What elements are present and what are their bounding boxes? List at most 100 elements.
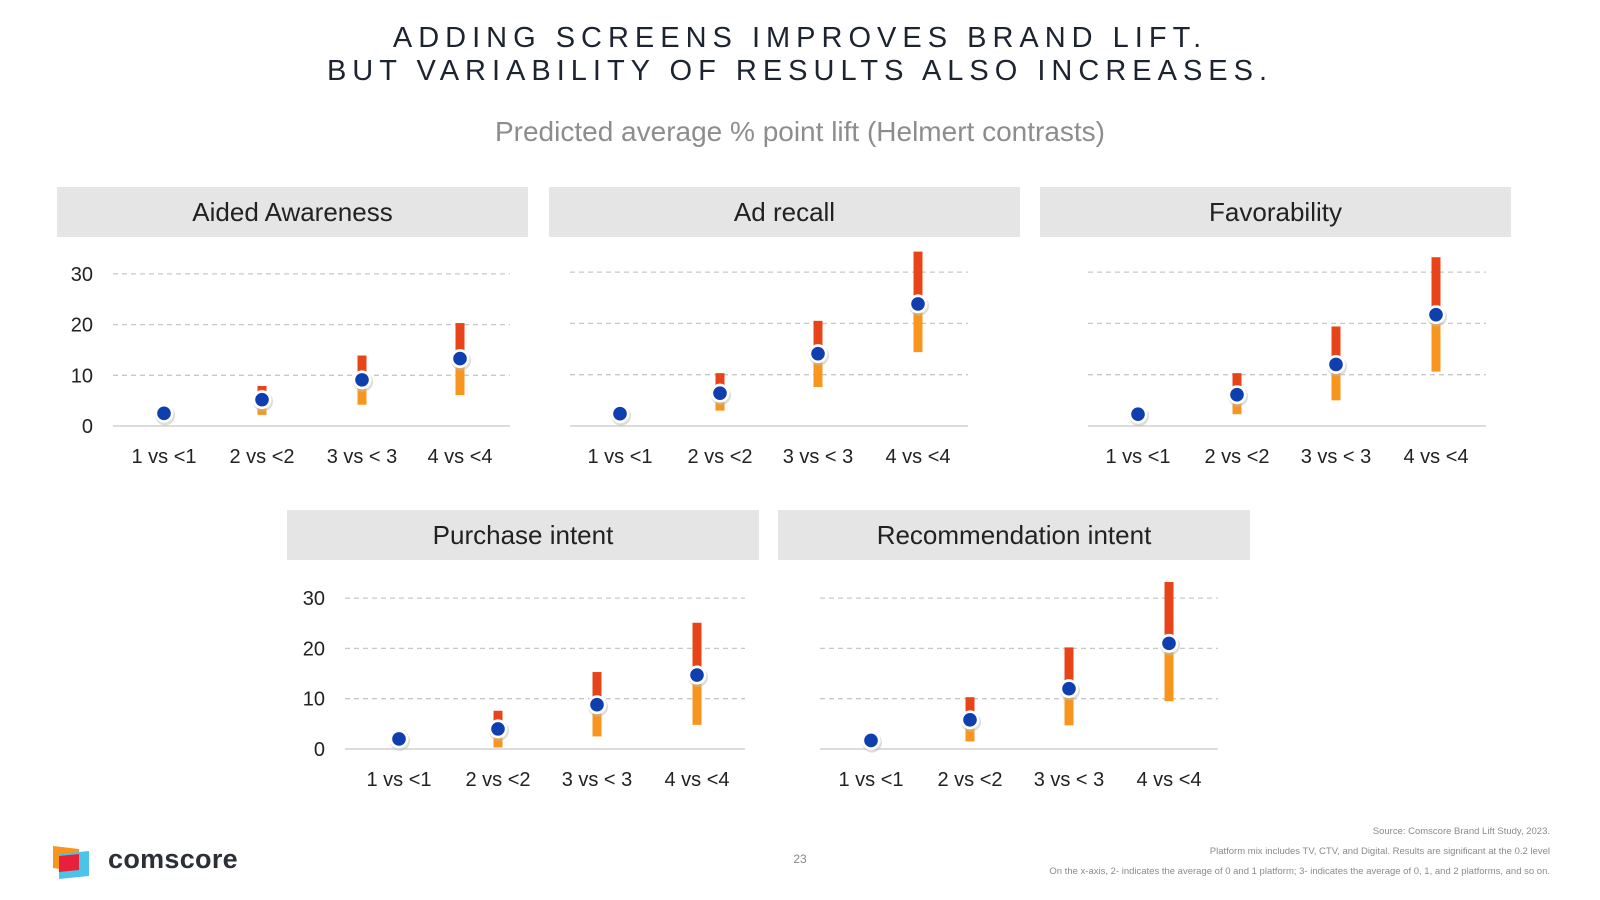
data-point bbox=[255, 392, 269, 407]
data-point bbox=[963, 713, 977, 727]
x-tick-label: 1 vs <1 bbox=[1105, 446, 1170, 468]
point-ring bbox=[1128, 404, 1148, 424]
point-shadow bbox=[588, 696, 608, 717]
y-tick-label: 20 bbox=[303, 638, 325, 660]
data-point bbox=[690, 668, 704, 682]
interval-bar bbox=[1064, 647, 1074, 726]
point-shadow bbox=[688, 667, 708, 688]
title-line-1: ADDING SCREENS IMPROVES BRAND LIFT. bbox=[392, 22, 1208, 54]
point-ring bbox=[1159, 633, 1179, 653]
x-tick-label: 4 vs <4 bbox=[427, 446, 492, 468]
x-tick-label: 2 vs <2 bbox=[465, 769, 530, 791]
y-tick-label: 10 bbox=[303, 689, 325, 711]
interval-bar bbox=[965, 697, 975, 742]
interval-bar bbox=[1232, 373, 1242, 415]
page-number: 23 bbox=[793, 852, 807, 866]
point-ring bbox=[1426, 305, 1446, 325]
point-ring bbox=[710, 383, 730, 403]
point-shadow bbox=[390, 730, 410, 751]
point-shadow bbox=[1060, 680, 1080, 701]
point-ring bbox=[450, 349, 470, 369]
x-tick-label: 4 vs <4 bbox=[664, 769, 729, 791]
point-ring bbox=[587, 695, 607, 715]
x-tick-label: 4 vs <4 bbox=[1136, 769, 1201, 791]
data-point bbox=[864, 733, 878, 748]
point-shadow bbox=[809, 345, 829, 366]
point-ring bbox=[960, 710, 980, 730]
x-tick-label: 4 vs <4 bbox=[1403, 446, 1468, 468]
x-tick-label: 1 vs <1 bbox=[838, 769, 903, 791]
point-ring bbox=[352, 370, 372, 390]
data-point bbox=[453, 351, 467, 366]
interval-bar bbox=[715, 373, 725, 411]
source-line: Platform mix includes TV, CTV, and Digit… bbox=[1209, 846, 1550, 857]
source-line: On the x-axis, 2- indicates the average … bbox=[1049, 866, 1550, 877]
x-tick-label: 2 vs <2 bbox=[229, 446, 294, 468]
source-line: Source: Comscore Brand Lift Study, 2023. bbox=[1372, 826, 1550, 837]
interval-bar bbox=[592, 672, 602, 737]
point-shadow bbox=[253, 391, 273, 412]
point-ring bbox=[1326, 354, 1346, 374]
point-shadow bbox=[909, 295, 929, 316]
point-ring bbox=[1227, 385, 1247, 405]
interval-bar bbox=[357, 355, 367, 405]
point-shadow bbox=[611, 405, 631, 426]
y-tick-label: 0 bbox=[314, 739, 325, 761]
data-point bbox=[355, 373, 369, 387]
x-tick-label: 2 vs <2 bbox=[1204, 446, 1269, 468]
data-point bbox=[392, 732, 406, 746]
data-point bbox=[911, 297, 925, 311]
data-point bbox=[491, 722, 505, 736]
title-line-2: BUT VARIABILITY OF RESULTS ALSO INCREASE… bbox=[326, 55, 1274, 87]
point-shadow bbox=[1427, 306, 1447, 327]
comscore-logo-icon bbox=[53, 846, 89, 879]
interval-bar bbox=[455, 323, 465, 396]
x-tick-label: 1 vs <1 bbox=[366, 769, 431, 791]
brand-logo-text: comscore bbox=[108, 844, 238, 874]
y-tick-label: 20 bbox=[71, 315, 93, 337]
x-tick-label: 3 vs < 3 bbox=[327, 446, 398, 468]
point-shadow bbox=[489, 720, 509, 741]
point-ring bbox=[488, 719, 508, 739]
panel-header-recommendation-intent: Recommendation intent bbox=[778, 510, 1250, 560]
data-point bbox=[157, 406, 171, 421]
panel-header-aided-awareness: Aided Awareness bbox=[57, 187, 528, 237]
x-tick-label: 1 vs <1 bbox=[587, 446, 652, 468]
panel-header-favorability: Favorability bbox=[1040, 187, 1511, 237]
interval-bar bbox=[913, 251, 923, 353]
data-point bbox=[1162, 636, 1176, 651]
panel-header-ad-recall: Ad recall bbox=[549, 187, 1020, 237]
interval-bar bbox=[1331, 326, 1341, 401]
point-shadow bbox=[1327, 356, 1347, 377]
data-point bbox=[1329, 357, 1343, 372]
panel-header-purchase-intent: Purchase intent bbox=[287, 510, 759, 560]
x-tick-label: 4 vs <4 bbox=[885, 446, 950, 468]
data-point bbox=[1429, 307, 1443, 322]
slide-subtitle: Predicted average % point lift (Helmert … bbox=[494, 116, 1106, 147]
y-tick-label: 10 bbox=[71, 365, 93, 387]
x-tick-label: 3 vs < 3 bbox=[783, 446, 854, 468]
point-shadow bbox=[1160, 635, 1180, 656]
point-ring bbox=[1059, 679, 1079, 699]
x-tick-label: 1 vs <1 bbox=[131, 446, 196, 468]
point-shadow bbox=[862, 732, 882, 753]
interval-bar bbox=[692, 622, 702, 725]
point-ring bbox=[154, 403, 174, 423]
data-point bbox=[613, 406, 627, 421]
y-tick-label: 30 bbox=[303, 588, 325, 610]
point-ring bbox=[687, 665, 707, 685]
point-shadow bbox=[353, 371, 373, 392]
data-point bbox=[713, 386, 727, 400]
slide-title: ADDING SCREENS IMPROVES BRAND LIFT. BUT … bbox=[0, 22, 1600, 88]
point-shadow bbox=[711, 385, 731, 406]
interval-bar bbox=[1431, 257, 1441, 372]
point-ring bbox=[610, 404, 630, 424]
point-shadow bbox=[451, 350, 471, 371]
point-ring bbox=[808, 344, 828, 364]
interval-bar bbox=[493, 710, 503, 748]
point-shadow bbox=[155, 405, 175, 426]
y-tick-label: 0 bbox=[82, 416, 93, 438]
x-tick-label: 2 vs <2 bbox=[687, 446, 752, 468]
data-point bbox=[590, 697, 604, 712]
x-tick-label: 3 vs < 3 bbox=[1034, 769, 1105, 791]
